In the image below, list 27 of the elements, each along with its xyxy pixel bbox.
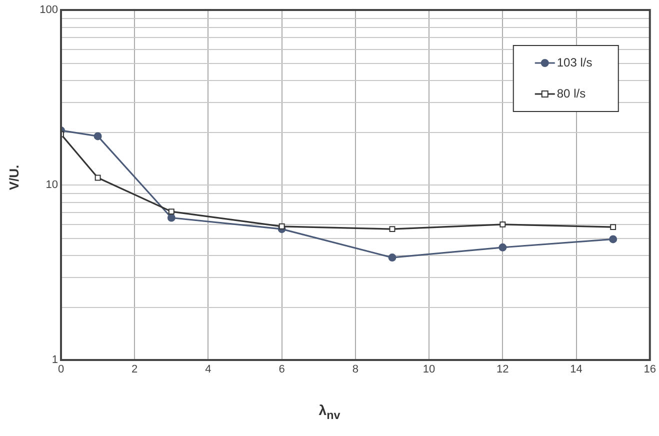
x-tick-label: 14 [570, 364, 582, 376]
point [94, 174, 101, 181]
point [389, 226, 396, 232]
y-tick-label: 1 [52, 354, 58, 366]
y-tick-label: 10 [46, 179, 58, 192]
point [167, 214, 176, 222]
point [94, 132, 102, 140]
point [278, 223, 285, 230]
x-tick-label: 10 [422, 364, 436, 376]
y-tick-label: 100 [40, 4, 58, 16]
x-tick-label: 0 [58, 364, 64, 376]
point [500, 221, 506, 228]
x-tick-label: 12 [496, 364, 509, 376]
point [609, 235, 618, 244]
legend-label: 103 l/s [556, 55, 592, 70]
point [498, 243, 507, 252]
point [610, 224, 616, 230]
point [168, 208, 174, 215]
point [388, 254, 396, 262]
x-tick-label: 4 [205, 364, 212, 376]
y-axis-title: V/U. [6, 164, 22, 192]
x-tick-label: 8 [352, 364, 359, 376]
x-tick-label: 2 [132, 364, 138, 376]
x-tick-label: 16 [644, 364, 656, 376]
x-tick-label: 6 [278, 364, 285, 376]
legend-label: 80 l/s [556, 86, 586, 100]
x-axis-title: λ$_{nv}$ [318, 402, 342, 422]
